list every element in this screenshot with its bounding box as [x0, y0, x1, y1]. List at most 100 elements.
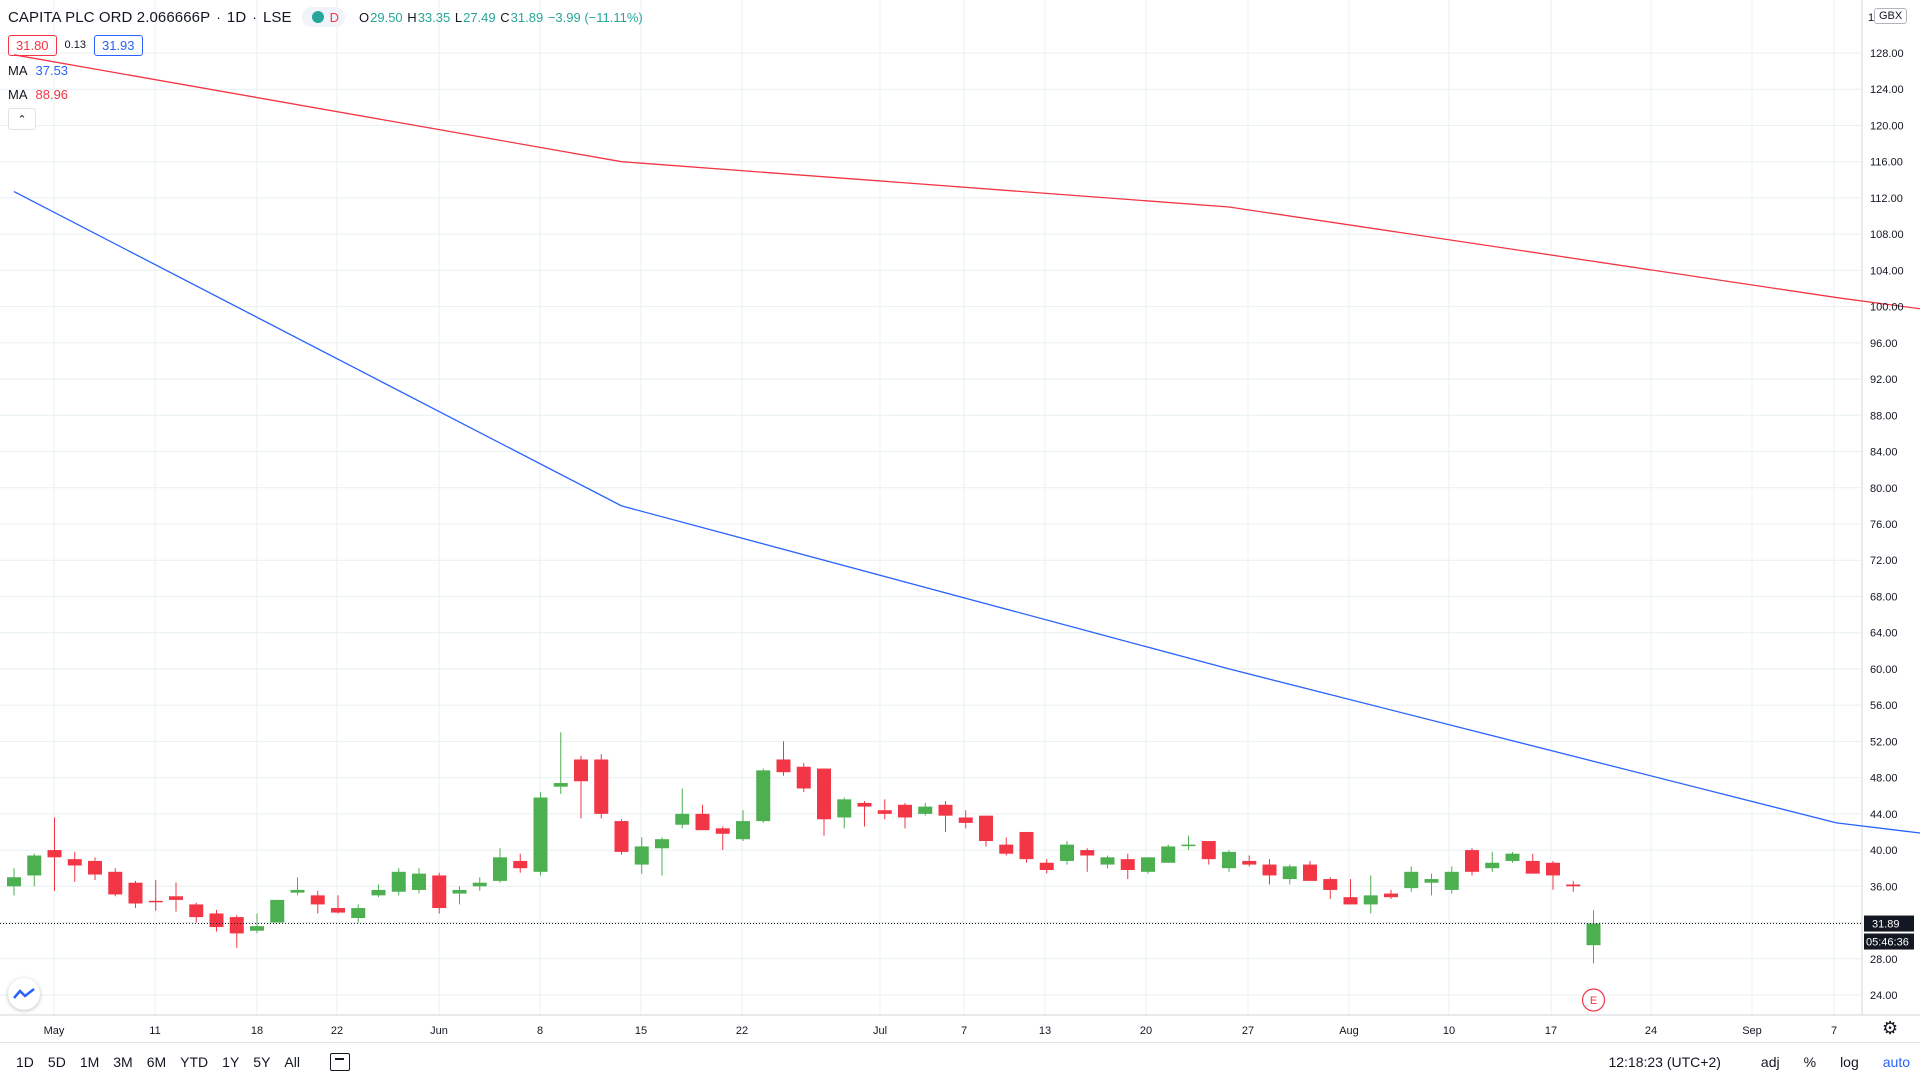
- clock-display[interactable]: 12:18:23 (UTC+2): [1608, 1054, 1721, 1070]
- range-1d[interactable]: 1D: [16, 1054, 34, 1070]
- candle-body[interactable]: [169, 896, 183, 900]
- candle-body[interactable]: [1161, 846, 1176, 863]
- candle-body[interactable]: [27, 855, 42, 876]
- candle-body[interactable]: [128, 882, 143, 904]
- range-6m[interactable]: 6M: [146, 1054, 167, 1070]
- candle-body[interactable]: [1444, 871, 1459, 890]
- candle-body[interactable]: [533, 797, 548, 872]
- candle-body[interactable]: [715, 828, 730, 834]
- candle-body[interactable]: [371, 889, 386, 896]
- candle-body[interactable]: [1019, 831, 1034, 860]
- range-5d[interactable]: 5D: [47, 1054, 66, 1070]
- candle-body[interactable]: [1080, 850, 1095, 856]
- candle-body[interactable]: [331, 908, 345, 913]
- ma-slow-legend[interactable]: MA 88.96: [8, 82, 644, 106]
- candle-body[interactable]: [1384, 893, 1398, 898]
- candle-body[interactable]: [1363, 895, 1378, 905]
- candle-body[interactable]: [290, 889, 305, 893]
- candle-body[interactable]: [574, 759, 588, 782]
- candle-body[interactable]: [108, 871, 123, 895]
- candle-body[interactable]: [553, 783, 568, 787]
- candle-body[interactable]: [1242, 860, 1257, 865]
- candle-body[interactable]: [918, 806, 933, 814]
- candle-body[interactable]: [1505, 853, 1520, 861]
- log-toggle[interactable]: log: [1840, 1054, 1859, 1070]
- candle-body[interactable]: [148, 900, 163, 903]
- auto-toggle[interactable]: auto: [1882, 1054, 1910, 1070]
- candle-body[interactable]: [1566, 884, 1581, 887]
- candle-body[interactable]: [7, 877, 21, 887]
- candle-body[interactable]: [1303, 864, 1317, 881]
- candle-body[interactable]: [432, 875, 447, 909]
- bid-button[interactable]: 31.80: [8, 34, 57, 56]
- candle-body[interactable]: [837, 799, 852, 818]
- candle-body[interactable]: [776, 759, 791, 773]
- candle-body[interactable]: [1181, 844, 1196, 847]
- candle-body[interactable]: [209, 913, 224, 928]
- range-5y[interactable]: 5Y: [253, 1054, 271, 1070]
- candle-body[interactable]: [412, 873, 426, 890]
- candle-body[interactable]: [675, 813, 690, 825]
- candle-body[interactable]: [1404, 871, 1419, 889]
- range-ytd[interactable]: YTD: [180, 1054, 209, 1070]
- candle-body[interactable]: [999, 844, 1014, 854]
- candle-body[interactable]: [1485, 862, 1500, 869]
- candle-body[interactable]: [817, 768, 831, 820]
- candle-body[interactable]: [1525, 860, 1540, 874]
- candle-body[interactable]: [1039, 862, 1054, 871]
- range-1m[interactable]: 1M: [79, 1054, 100, 1070]
- candle-body[interactable]: [472, 882, 487, 887]
- candle-body[interactable]: [391, 871, 406, 892]
- candle-body[interactable]: [351, 908, 366, 919]
- candle-body[interactable]: [1201, 841, 1216, 860]
- candle-body[interactable]: [898, 804, 912, 818]
- ma-fast-legend[interactable]: MA 37.53: [8, 58, 644, 82]
- candle-body[interactable]: [877, 810, 892, 814]
- candle-body[interactable]: [1323, 879, 1338, 890]
- candle-body[interactable]: [88, 860, 102, 875]
- candle-body[interactable]: [270, 899, 285, 923]
- candle-body[interactable]: [1343, 897, 1358, 905]
- percent-toggle[interactable]: %: [1803, 1054, 1817, 1070]
- symbol-title[interactable]: CAPITA PLC ORD 2.066666P: [8, 8, 211, 26]
- candle-body[interactable]: [594, 759, 609, 814]
- candle-body[interactable]: [958, 817, 973, 823]
- candle-body[interactable]: [513, 860, 528, 869]
- candle-body[interactable]: [1546, 862, 1560, 876]
- candle-body[interactable]: [736, 821, 750, 840]
- candle-body[interactable]: [695, 813, 710, 831]
- candle-body[interactable]: [979, 815, 993, 842]
- candle-body[interactable]: [47, 850, 62, 858]
- candle-body[interactable]: [1120, 859, 1135, 871]
- candle-body[interactable]: [614, 821, 629, 852]
- candle-body[interactable]: [1100, 857, 1115, 865]
- candle-body[interactable]: [1141, 857, 1155, 872]
- candle-body[interactable]: [493, 857, 507, 881]
- currency-label[interactable]: GBX: [1874, 8, 1908, 24]
- candle-body[interactable]: [1262, 864, 1277, 876]
- collapse-legend-button[interactable]: ⌃: [8, 108, 36, 130]
- candle-body[interactable]: [1282, 866, 1297, 880]
- candle-body[interactable]: [189, 904, 204, 918]
- candle-body[interactable]: [756, 770, 771, 822]
- candle-body[interactable]: [938, 804, 953, 816]
- candle-body[interactable]: [1586, 923, 1601, 946]
- candle-body[interactable]: [1222, 851, 1236, 869]
- candle-body[interactable]: [796, 766, 811, 789]
- market-status-badge[interactable]: D: [301, 7, 345, 27]
- range-3m[interactable]: 3M: [113, 1054, 133, 1070]
- candle-body[interactable]: [229, 917, 244, 934]
- tradingview-logo[interactable]: [8, 978, 40, 1010]
- candle-body[interactable]: [634, 846, 649, 865]
- candle-body[interactable]: [1060, 844, 1074, 861]
- candle-body[interactable]: [1424, 879, 1439, 883]
- candle-body[interactable]: [250, 926, 264, 931]
- range-1y[interactable]: 1Y: [222, 1054, 240, 1070]
- calendar-icon[interactable]: [329, 1053, 350, 1071]
- candle-body[interactable]: [452, 889, 467, 894]
- candle-body[interactable]: [310, 895, 325, 905]
- adj-toggle[interactable]: adj: [1760, 1054, 1780, 1070]
- interval-label[interactable]: 1D: [226, 8, 247, 26]
- price-chart[interactable]: 128.00124.00120.00116.00112.00108.00104.…: [0, 0, 1920, 1042]
- candle-body[interactable]: [67, 859, 82, 866]
